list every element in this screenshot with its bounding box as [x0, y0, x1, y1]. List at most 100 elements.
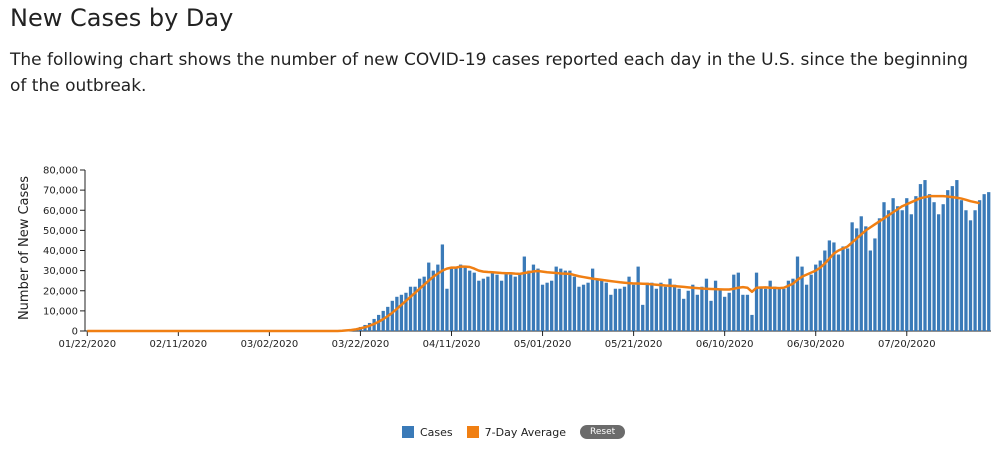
case-bar[interactable]	[982, 194, 986, 331]
case-bar[interactable]	[641, 304, 645, 331]
case-bar[interactable]	[873, 238, 877, 331]
case-bar[interactable]	[513, 276, 517, 331]
case-bar[interactable]	[764, 288, 768, 331]
case-bar[interactable]	[650, 282, 654, 331]
case-bar[interactable]	[700, 286, 704, 331]
case-bar[interactable]	[905, 198, 909, 331]
case-bar[interactable]	[877, 218, 882, 331]
case-bar[interactable]	[445, 288, 449, 331]
case-bar[interactable]	[386, 306, 390, 331]
case-bar[interactable]	[859, 216, 863, 331]
case-bar[interactable]	[545, 282, 549, 331]
case-bar[interactable]	[713, 280, 718, 331]
case-bar[interactable]	[686, 290, 690, 331]
case-bar[interactable]	[636, 266, 640, 331]
case-bar[interactable]	[540, 284, 545, 331]
case-bar[interactable]	[454, 266, 458, 331]
case-bar[interactable]	[718, 288, 722, 331]
case-bar[interactable]	[404, 292, 408, 331]
case-bar[interactable]	[745, 294, 750, 331]
case-bar[interactable]	[891, 198, 895, 331]
case-bar[interactable]	[604, 282, 608, 331]
case-bar[interactable]	[477, 280, 481, 331]
case-bar[interactable]	[509, 274, 513, 331]
case-bar[interactable]	[932, 202, 936, 331]
case-bar[interactable]	[955, 180, 959, 331]
case-bar[interactable]	[918, 184, 923, 331]
case-bar[interactable]	[968, 220, 973, 331]
case-bar[interactable]	[727, 292, 731, 331]
case-bar[interactable]	[522, 256, 526, 331]
case-bar[interactable]	[709, 300, 713, 331]
case-bar[interactable]	[490, 272, 495, 331]
case-bar[interactable]	[977, 200, 982, 331]
case-bar[interactable]	[741, 294, 745, 331]
case-bar[interactable]	[600, 280, 604, 331]
case-bar[interactable]	[622, 286, 627, 331]
case-bar[interactable]	[427, 262, 431, 331]
case-bar[interactable]	[550, 280, 554, 331]
case-bar[interactable]	[941, 204, 945, 331]
case-bar[interactable]	[458, 264, 463, 331]
case-bar[interactable]	[613, 288, 618, 331]
case-bar[interactable]	[777, 288, 781, 331]
case-bar[interactable]	[417, 278, 422, 331]
case-bar[interactable]	[795, 256, 800, 331]
case-bar[interactable]	[590, 268, 595, 331]
case-bar[interactable]	[536, 268, 540, 331]
case-bar[interactable]	[786, 280, 791, 331]
case-bar[interactable]	[800, 266, 804, 331]
case-bar[interactable]	[759, 286, 763, 331]
case-bar[interactable]	[381, 310, 385, 332]
case-bar[interactable]	[964, 210, 968, 331]
case-bar[interactable]	[682, 298, 686, 331]
case-bar[interactable]	[627, 276, 631, 331]
case-bar[interactable]	[609, 294, 613, 331]
case-bar[interactable]	[987, 192, 991, 331]
case-bar[interactable]	[422, 276, 426, 331]
case-bar[interactable]	[959, 200, 964, 331]
case-bar[interactable]	[659, 282, 663, 331]
case-bar[interactable]	[531, 264, 536, 331]
case-bar[interactable]	[732, 274, 736, 331]
case-bar[interactable]	[704, 278, 709, 331]
case-bar[interactable]	[413, 286, 417, 331]
case-bar[interactable]	[818, 260, 822, 331]
legend-item-cases[interactable]: Cases	[402, 426, 453, 439]
case-bar[interactable]	[914, 196, 918, 331]
case-bar[interactable]	[440, 244, 445, 331]
case-bar[interactable]	[923, 180, 927, 331]
case-bar[interactable]	[631, 284, 636, 331]
case-bar[interactable]	[577, 286, 581, 331]
case-bar[interactable]	[672, 284, 677, 331]
case-bar[interactable]	[563, 270, 567, 332]
case-bar[interactable]	[937, 214, 941, 331]
legend-item-average[interactable]: 7-Day Average	[466, 426, 566, 439]
case-bar[interactable]	[463, 266, 467, 331]
case-bar[interactable]	[850, 222, 854, 331]
case-bar[interactable]	[586, 282, 590, 331]
case-bar[interactable]	[909, 214, 913, 331]
case-bar[interactable]	[768, 280, 772, 331]
case-bar[interactable]	[436, 264, 440, 331]
case-bar[interactable]	[390, 300, 394, 331]
case-bar[interactable]	[568, 270, 572, 332]
case-bar[interactable]	[654, 288, 659, 331]
case-bar[interactable]	[950, 186, 954, 331]
case-bar[interactable]	[572, 276, 577, 331]
case-bar[interactable]	[527, 270, 531, 332]
case-bar[interactable]	[481, 278, 486, 331]
case-bar[interactable]	[677, 288, 681, 331]
case-bar[interactable]	[882, 202, 886, 331]
case-bar[interactable]	[472, 272, 476, 331]
case-bar[interactable]	[823, 250, 827, 332]
case-bar[interactable]	[486, 276, 490, 331]
case-bar[interactable]	[504, 272, 508, 331]
case-bar[interactable]	[946, 190, 950, 332]
case-bar[interactable]	[495, 274, 499, 331]
case-bar[interactable]	[754, 272, 759, 331]
case-bar[interactable]	[554, 266, 558, 331]
case-bar[interactable]	[499, 280, 504, 331]
case-bar[interactable]	[841, 246, 845, 331]
case-bar[interactable]	[399, 294, 404, 331]
